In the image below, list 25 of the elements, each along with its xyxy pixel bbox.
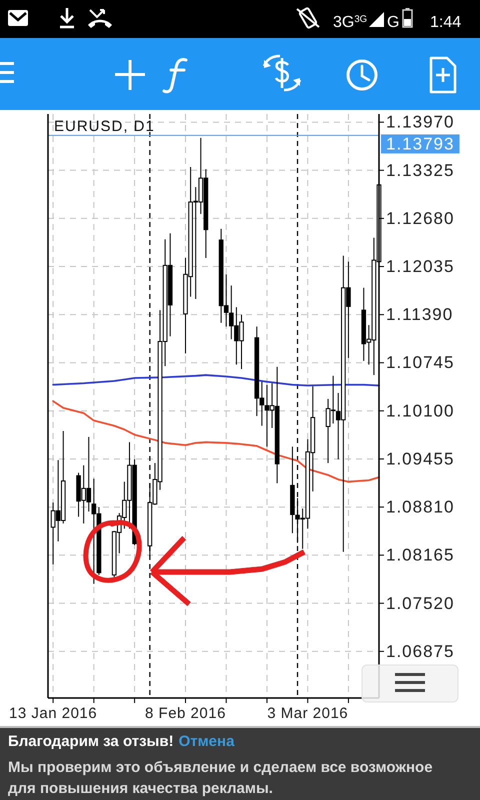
text: G <box>387 14 400 31</box>
y-tick-label: 1.13970 <box>386 112 454 132</box>
y-tick-label: 1.10100 <box>386 401 454 420</box>
y-tick-label: 1.11390 <box>386 305 454 324</box>
x-tick-label: 3 Mar 2016 <box>267 705 348 722</box>
y-tick-label: 1.07520 <box>386 594 454 613</box>
text: Мы проверим это объявление и сделаем все возможное для повышения качества рекламы. <box>8 759 433 797</box>
y-tick-label: 1.10745 <box>386 353 454 372</box>
y-tick-label: 1.12035 <box>386 257 454 276</box>
y-tick-label: 1.08165 <box>386 546 454 565</box>
y-tick-label: 1.12680 <box>386 208 454 228</box>
text: Благодарим за отзыв! <box>8 733 174 750</box>
y-tick-label: 1.13325 <box>386 160 454 180</box>
line-series <box>52 400 380 483</box>
y-tick-label: 1.09455 <box>386 449 454 468</box>
text: 1:44 <box>430 14 462 31</box>
text: Отмена <box>178 733 236 750</box>
x-tick-label: 13 Jan 2016 <box>9 705 98 722</box>
chart-title: EURUSD, D1 <box>54 118 155 135</box>
y-tick-label: 1.06875 <box>386 642 454 661</box>
x-tick-label: 8 Feb 2016 <box>145 705 226 722</box>
ref-line-label: 1.13793 <box>386 134 454 154</box>
y-tick-label: 1.08810 <box>386 498 454 517</box>
text: 3G$^{3G}$ <box>333 14 368 31</box>
line-series <box>52 374 380 386</box>
